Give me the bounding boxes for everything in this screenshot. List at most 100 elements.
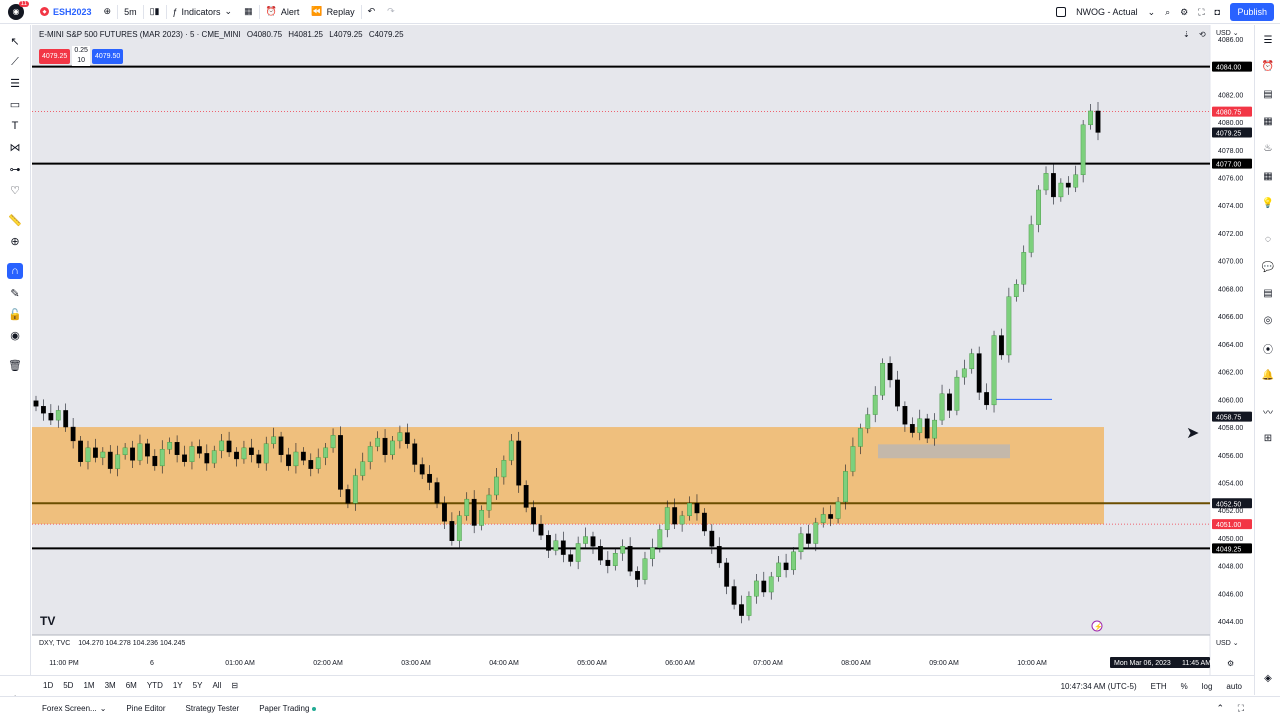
clock-text[interactable]: 10:47:34 AM (UTC-5) <box>1060 681 1137 691</box>
range-6m[interactable]: 6M <box>125 681 137 690</box>
interval-button[interactable]: 5m <box>124 6 137 17</box>
broadcast-icon[interactable]: ◎ <box>1263 314 1273 326</box>
indicators-button[interactable]: ƒ Indicators ⌄ <box>167 0 239 24</box>
goto-date-icon[interactable]: ⊟ <box>231 681 239 690</box>
prediction-icon[interactable]: ⊶ <box>9 163 21 176</box>
alert-button[interactable]: ⏰ Alert <box>260 0 306 24</box>
percent-toggle[interactable]: % <box>1180 681 1188 691</box>
buy-button[interactable]: 4079.50 <box>91 48 124 64</box>
chat-icon[interactable]: 💬 <box>1261 261 1275 273</box>
candle-body <box>390 440 395 455</box>
replay-icon[interactable]: ⦿ <box>1263 344 1273 356</box>
chart-type-button[interactable]: ▯▮ <box>144 0 166 24</box>
alerts-icon[interactable]: ⏰ <box>1261 60 1275 72</box>
paper-trading-tab[interactable]: Paper Trading <box>249 704 326 713</box>
collapse-icon[interactable]: ⌃ <box>1216 703 1224 713</box>
range-5y[interactable]: 5Y <box>192 681 203 690</box>
streams-icon[interactable]: ◌ <box>1265 233 1271 245</box>
drawing-mode-icon[interactable]: ✎ <box>10 287 20 300</box>
cursor-icon[interactable]: ↖ <box>10 35 20 48</box>
candle-body <box>144 443 150 457</box>
watchlist-icon[interactable]: ☰ <box>1263 34 1273 46</box>
restore-icon[interactable]: ⟲ <box>1199 30 1206 39</box>
chart-title[interactable]: E-MINI S&P 500 FUTURES (MAR 2023) · 5 · … <box>39 30 241 39</box>
arrow-down-icon[interactable]: ⇣ <box>1183 30 1190 39</box>
candle-body <box>115 454 121 469</box>
notifications-icon[interactable]: 🔔 <box>1261 369 1275 381</box>
hotlist-icon[interactable]: ♨ <box>1263 142 1273 154</box>
favorites-icon[interactable]: ♡ <box>10 184 20 197</box>
log-toggle[interactable]: log <box>1201 681 1213 691</box>
layout-name[interactable]: NWOG - Actual <box>1076 7 1138 17</box>
compare-symbol-button[interactable]: ⊕ <box>98 0 118 24</box>
range-3m[interactable]: 3M <box>104 681 116 690</box>
range-1m[interactable]: 1M <box>83 681 95 690</box>
candle-body <box>397 432 403 442</box>
forex-screener-tab[interactable]: Forex Screen... ⌄ <box>32 704 116 713</box>
plus-circle-icon: ⊕ <box>103 6 112 16</box>
candle-body <box>85 447 91 462</box>
layout-checkbox[interactable] <box>1056 7 1067 17</box>
fullscreen-icon[interactable]: ⛶ <box>1198 6 1205 17</box>
redo-button[interactable]: ↷ <box>381 0 401 24</box>
time-tick-label: 01:00 AM <box>225 660 255 667</box>
drawing-toolbar: ↖ ⟋ ☰ ▭ T ⋈ ⊶ ♡ 📏 ⊕ ∩ ✎ 🔓 ◉ 🗑 ☆ <box>0 25 31 706</box>
search-icon[interactable]: ⌕ <box>1165 6 1171 17</box>
ruler-icon[interactable]: 📏 <box>8 214 22 227</box>
text-icon[interactable]: T <box>11 120 19 132</box>
candle-body <box>278 436 284 455</box>
trend-line-icon[interactable]: ⟋ <box>11 55 19 68</box>
range-all[interactable]: All <box>212 681 222 690</box>
fib-icon[interactable]: ☰ <box>10 77 20 90</box>
undo-button[interactable]: ↶ <box>362 0 382 24</box>
range-ytd[interactable]: YTD <box>146 681 163 690</box>
templates-button[interactable]: ▦ <box>238 0 259 24</box>
layers-icon[interactable]: ◈ <box>1264 672 1272 684</box>
price-chart[interactable]: USD ⌄4086.004084.004082.004080.004078.00… <box>32 25 1254 675</box>
pattern-icon[interactable]: ⋈ <box>9 141 21 154</box>
range-1y[interactable]: 1Y <box>172 681 183 690</box>
pulse-icon[interactable]: 〰 <box>1263 407 1273 419</box>
rectangle-icon[interactable]: ▭ <box>9 98 21 111</box>
news-icon[interactable]: ▦ <box>1263 115 1273 127</box>
user-avatar[interactable]: ◉ 11 <box>8 0 29 20</box>
range-1d[interactable]: 1D <box>43 681 54 690</box>
eye-icon[interactable]: ◉ <box>10 329 20 342</box>
candle-body <box>196 446 202 454</box>
range-5d[interactable]: 5D <box>63 681 74 690</box>
strategy-tester-tab[interactable]: Strategy Tester <box>185 704 240 713</box>
trash-icon[interactable]: 🗑 <box>8 359 22 372</box>
calendar-icon[interactable]: ▦ <box>1263 170 1273 182</box>
session-toggle[interactable]: ETH <box>1150 681 1167 691</box>
pine-editor-tab[interactable]: Pine Editor <box>126 704 166 713</box>
dom-icon[interactable]: ⊞ <box>1263 432 1273 444</box>
candle-body <box>1073 174 1079 188</box>
magnet-icon[interactable]: ∩ <box>7 263 23 279</box>
candle-body <box>828 514 834 519</box>
quantity-value[interactable]: 10 <box>77 57 86 64</box>
publish-button[interactable]: Publish <box>1230 3 1274 21</box>
calendar2-icon[interactable]: ▤ <box>1263 287 1273 299</box>
replay-button[interactable]: ⏪ Replay <box>305 0 360 24</box>
chevron-down-icon[interactable]: ⌄ <box>1147 6 1156 17</box>
candle-body <box>895 379 900 407</box>
lightning-icon[interactable] <box>1091 620 1103 632</box>
candle-body <box>107 451 113 469</box>
lock-icon[interactable]: 🔓 <box>8 308 22 321</box>
auto-toggle[interactable]: auto <box>1226 681 1242 691</box>
sell-button[interactable]: 4079.25 <box>39 48 71 64</box>
gear-icon[interactable]: ⚙ <box>1180 6 1189 17</box>
ideas-icon[interactable]: 💡 <box>1261 197 1275 209</box>
candle-body <box>479 510 484 526</box>
candle-body <box>694 503 700 514</box>
camera-icon[interactable]: ◘ <box>1214 7 1220 17</box>
symbol-search[interactable]: ◆ ESH2023 <box>34 0 98 24</box>
candle-body <box>167 442 173 450</box>
data-window-icon[interactable]: ▤ <box>1263 88 1273 100</box>
maximize-icon[interactable]: ⛶ <box>1237 703 1244 713</box>
price-tick-label: 4046.00 <box>1218 591 1243 598</box>
dxy-symbol[interactable]: DXY, TVC <box>39 640 71 647</box>
candle-body <box>1028 224 1034 253</box>
zoom-icon[interactable]: ⊕ <box>10 235 20 248</box>
candle-body <box>791 551 796 571</box>
